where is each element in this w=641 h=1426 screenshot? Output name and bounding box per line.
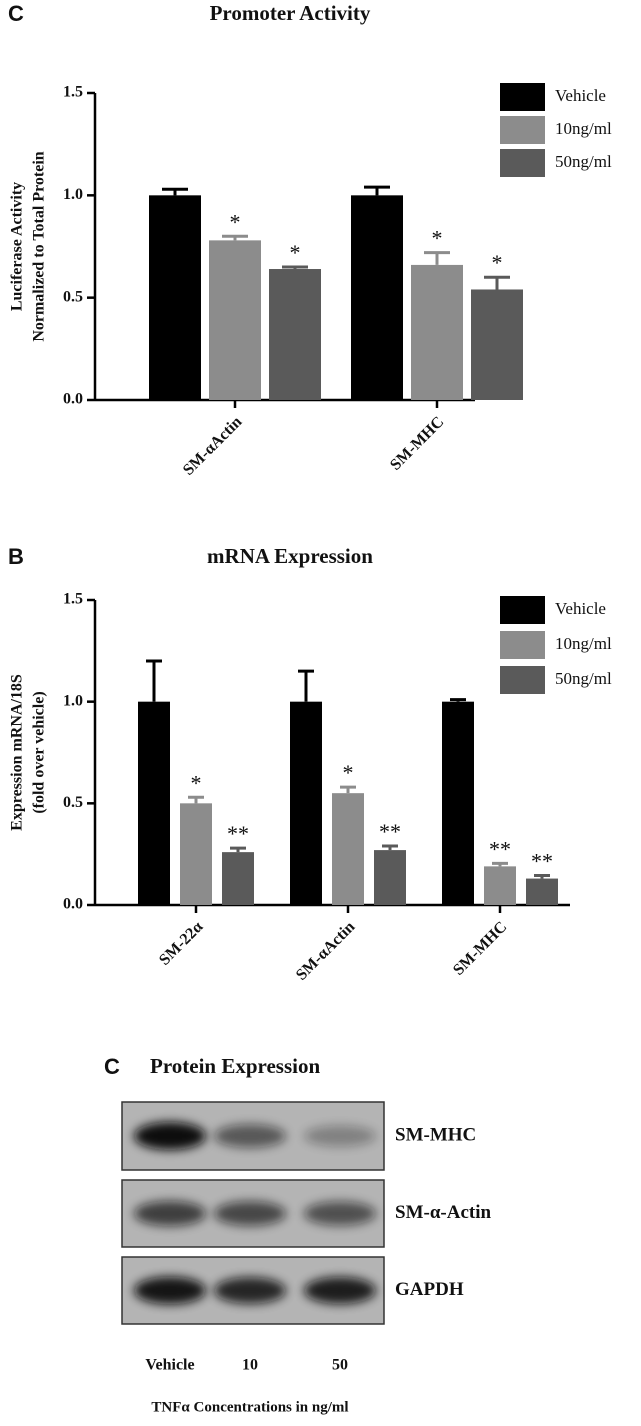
error-bar (484, 275, 510, 290)
error-bar (282, 265, 308, 270)
y-tick-label: 0.5 (63, 288, 83, 305)
x-tick-label: SM-αActin (293, 918, 359, 984)
significance-label: * (492, 250, 503, 275)
blot-row-label: SM-α-Actin (395, 1202, 492, 1223)
bar (290, 701, 322, 905)
y-tick-label: 0.0 (63, 391, 83, 408)
blot-x-label: TNFα Concentrations in ng/ml (151, 1399, 348, 1415)
panel-letter: B (8, 544, 24, 569)
blot-band (134, 1276, 206, 1305)
blot-lane-label: 50 (332, 1357, 348, 1374)
panel-letter: C (104, 1054, 120, 1079)
bar (374, 850, 406, 905)
error-bar (162, 187, 188, 196)
legend-swatch (500, 596, 545, 624)
significance-label: ** (531, 849, 553, 874)
significance-label: * (191, 770, 202, 795)
error-bar (382, 844, 398, 851)
error-bar (146, 659, 162, 702)
y-axis-label: Luciferase Activity (9, 182, 26, 311)
legend-label: 50ng/ml (555, 152, 612, 171)
blot-band (304, 1125, 376, 1147)
bar (526, 878, 558, 905)
panel-letter: C (8, 1, 24, 26)
blot-band (214, 1277, 286, 1304)
error-bar (298, 669, 314, 702)
y-axis-label: Expression mRNA/18S (9, 674, 26, 831)
blot-row-label: SM-MHC (395, 1124, 476, 1145)
y-tick-label: 0.5 (63, 794, 83, 811)
x-tick-label: SM-22α (156, 918, 206, 968)
error-bar (450, 698, 466, 702)
significance-label: * (432, 226, 443, 251)
significance-label: ** (489, 836, 511, 861)
error-bar (340, 785, 356, 794)
significance-label: ** (379, 819, 401, 844)
bar (222, 852, 254, 905)
legend-swatch (500, 83, 545, 111)
legend-label: 10ng/ml (555, 634, 612, 653)
error-bar (534, 874, 550, 879)
legend-label: 10ng/ml (555, 119, 612, 138)
chart-title: Promoter Activity (210, 1, 371, 25)
y-tick-label: 1.5 (63, 591, 83, 608)
bar (351, 195, 403, 400)
error-bar (364, 185, 390, 196)
blot-title: Protein Expression (150, 1054, 320, 1078)
blot-band (304, 1201, 376, 1226)
y-tick-label: 1.5 (63, 84, 83, 101)
x-tick-label: SM-MHC (387, 413, 447, 473)
blot-band (134, 1201, 206, 1226)
error-bar (188, 795, 204, 804)
error-bar (222, 234, 248, 241)
y-tick-label: 1.0 (63, 186, 83, 203)
y-axis-label: Normalized to Total Protein (31, 151, 48, 341)
bar (209, 240, 261, 400)
blot-band (134, 1122, 206, 1150)
blot-band (214, 1124, 286, 1148)
y-tick-label: 1.0 (63, 692, 83, 709)
bar (442, 701, 474, 905)
bar (149, 195, 201, 400)
x-tick-label: SM-MHC (450, 918, 510, 978)
legend-label: 50ng/ml (555, 669, 612, 688)
bar (471, 289, 523, 400)
bar (269, 269, 321, 400)
blot-band (214, 1201, 286, 1226)
bar (180, 803, 212, 905)
legend-label: Vehicle (555, 86, 606, 105)
legend-label: Vehicle (555, 599, 606, 618)
error-bar (492, 861, 508, 867)
legend-swatch (500, 631, 545, 659)
significance-label: * (290, 240, 301, 265)
bar (484, 866, 516, 905)
chart-title: mRNA Expression (207, 544, 373, 568)
blot-lane-label: Vehicle (145, 1357, 194, 1374)
error-bar (424, 251, 450, 265)
legend-swatch (500, 116, 545, 144)
error-bar (230, 846, 246, 853)
y-tick-label: 0.0 (63, 896, 83, 913)
blot-band (304, 1277, 376, 1304)
significance-label: * (230, 209, 241, 234)
blot-lane-label: 10 (242, 1357, 258, 1374)
bar (138, 701, 170, 905)
legend-swatch (500, 149, 545, 177)
blot-row-label: GAPDH (395, 1279, 464, 1300)
bar (411, 264, 463, 400)
legend-swatch (500, 666, 545, 694)
y-axis-label: (fold over vehicle) (31, 691, 48, 813)
x-tick-label: SM-αActin (180, 413, 246, 479)
bar (332, 793, 364, 905)
significance-label: * (343, 760, 354, 785)
significance-label: ** (227, 821, 249, 846)
